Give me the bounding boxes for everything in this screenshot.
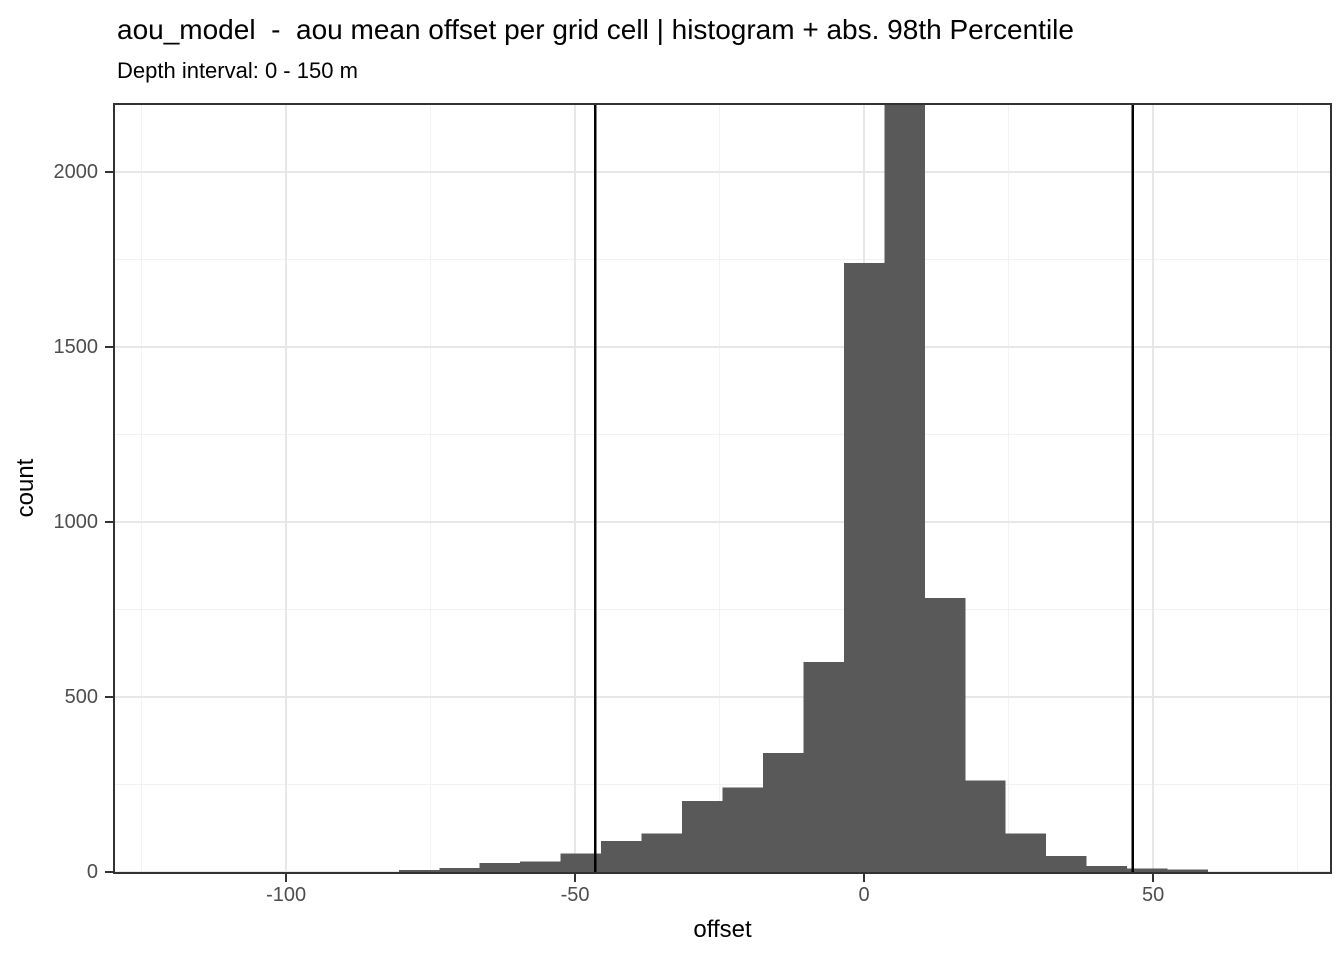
y-tick-mark — [105, 520, 113, 523]
histogram-bar — [1005, 833, 1047, 872]
chart-title: aou_model - aou mean offset per grid cel… — [117, 14, 1074, 45]
y-tick-label: 1500 — [53, 335, 99, 358]
x-tick-label: 50 — [1142, 884, 1165, 906]
x-tick-mark — [1152, 874, 1155, 882]
histogram-bar — [520, 861, 561, 872]
histogram-bar — [762, 752, 804, 872]
x-axis-title: offset — [693, 916, 752, 943]
x-tick-mark — [574, 874, 577, 882]
histogram-bar — [843, 262, 885, 872]
histogram-bar — [398, 870, 440, 872]
x-tick-label: -50 — [560, 884, 590, 906]
y-tick-label: 2000 — [53, 160, 99, 183]
histogram-bar — [601, 840, 642, 872]
histogram-bar — [1167, 869, 1209, 872]
plot-panel — [113, 103, 1332, 874]
y-tick-mark — [105, 345, 113, 348]
histogram-bar — [439, 868, 480, 872]
histogram-bar — [722, 787, 763, 872]
y-tick-label: 1000 — [53, 510, 99, 533]
histogram-bar — [1127, 868, 1168, 872]
x-tick-mark — [285, 874, 288, 882]
histogram-bar — [965, 780, 1006, 872]
y-tick-label: 0 — [86, 861, 98, 883]
x-tick-mark — [863, 874, 866, 882]
y-tick-mark — [105, 170, 113, 173]
histogram-bar — [924, 598, 966, 872]
y-tick-mark — [105, 695, 113, 698]
histogram-bar — [884, 105, 925, 872]
histogram-bar — [560, 853, 602, 872]
y-tick-label: 500 — [64, 685, 98, 708]
chart-subtitle: Depth interval: 0 - 150 m — [117, 58, 358, 83]
histogram-bar — [803, 661, 844, 872]
x-tick-label: -100 — [266, 884, 307, 906]
histogram-canvas — [115, 105, 1330, 872]
histogram-bar — [682, 800, 723, 872]
histogram-bar — [1086, 866, 1128, 872]
y-tick-mark — [105, 871, 113, 873]
histogram-bar — [1046, 855, 1087, 872]
x-tick-label: 0 — [858, 884, 870, 906]
y-axis-title: count — [12, 458, 39, 518]
histogram-bar — [479, 863, 521, 872]
histogram-bar — [641, 833, 683, 872]
